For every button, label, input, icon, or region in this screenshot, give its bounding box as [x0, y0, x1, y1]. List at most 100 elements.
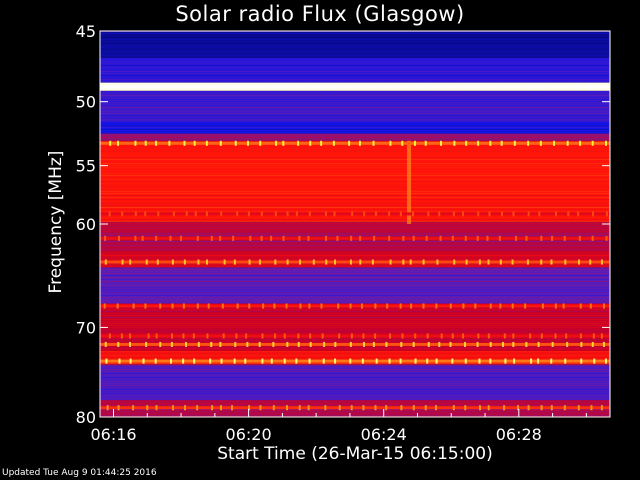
line-spike: [219, 140, 222, 146]
texture-row: [100, 283, 610, 284]
line-spike: [383, 84, 386, 90]
line-spike: [388, 235, 391, 241]
line-spike: [155, 235, 158, 241]
line-spike: [504, 358, 507, 364]
texture-row: [100, 299, 610, 300]
line-spike: [489, 303, 492, 309]
line-spike: [249, 235, 252, 241]
texture-row: [100, 269, 610, 270]
y-tick-label: 80: [76, 408, 96, 427]
texture-row: [100, 323, 610, 324]
line-spike: [144, 140, 147, 146]
line-spike: [172, 211, 175, 217]
line-spike: [540, 333, 543, 339]
texture-row: [100, 365, 610, 366]
line-spike: [489, 358, 492, 364]
line-spike: [180, 235, 183, 241]
line-spike: [207, 303, 210, 309]
texture-row: [100, 257, 610, 258]
line-spike: [144, 303, 147, 309]
line-spike: [320, 303, 323, 309]
texture-row: [100, 35, 610, 36]
texture-row: [100, 33, 610, 34]
line-spike: [427, 341, 430, 347]
texture-row: [100, 61, 610, 62]
line-spike: [129, 341, 132, 347]
line-spike: [539, 140, 542, 146]
line-spike: [210, 341, 213, 347]
texture-row: [100, 99, 610, 100]
line-spike: [540, 405, 543, 411]
line-spike: [502, 341, 505, 347]
line-spike: [589, 84, 592, 90]
line-spike: [117, 84, 120, 90]
line-spike: [220, 211, 223, 217]
line-spike: [461, 211, 464, 217]
line-spike: [564, 84, 567, 90]
line-spike: [453, 259, 456, 265]
line-spike: [170, 341, 173, 347]
y-tick-label: 60: [76, 215, 96, 234]
texture-row: [100, 219, 610, 220]
line-spike: [436, 259, 439, 265]
line-spike: [121, 211, 124, 217]
emission-line-4: [100, 260, 610, 264]
line-spike: [270, 235, 273, 241]
line-spike: [108, 211, 111, 217]
texture-row: [100, 241, 610, 242]
line-spike: [527, 211, 530, 217]
texture-row: [100, 277, 610, 278]
texture-row: [100, 227, 610, 228]
line-spike: [351, 211, 354, 217]
line-spike: [435, 84, 438, 90]
line-spike: [511, 303, 514, 309]
line-spike: [297, 341, 300, 347]
texture-row: [100, 411, 610, 412]
texture-row: [100, 231, 610, 232]
line-spike: [579, 140, 582, 146]
line-spike: [307, 235, 310, 241]
texture-row: [100, 195, 610, 196]
line-spike: [565, 333, 568, 339]
texture-row: [100, 221, 610, 222]
line-spike: [270, 358, 273, 364]
line-spike: [554, 303, 557, 309]
line-spike: [248, 405, 251, 411]
texture-row: [100, 145, 610, 146]
line-spike: [530, 358, 533, 364]
texture-row: [100, 137, 610, 138]
emission-line-2: [100, 212, 610, 216]
line-spike: [236, 211, 239, 217]
texture-row: [100, 103, 610, 104]
texture-row: [100, 311, 610, 312]
texture-row: [100, 59, 610, 60]
line-spike: [385, 405, 388, 411]
line-spike: [373, 235, 376, 241]
texture-row: [100, 273, 610, 274]
line-spike: [414, 358, 417, 364]
line-spike: [400, 405, 403, 411]
line-spike: [562, 303, 565, 309]
line-spike: [580, 358, 583, 364]
line-spike: [525, 235, 528, 241]
texture-row: [100, 375, 610, 376]
line-spike: [338, 333, 341, 339]
line-spike: [578, 235, 581, 241]
line-spike: [145, 341, 148, 347]
line-spike: [600, 259, 603, 265]
texture-row: [100, 203, 610, 204]
line-spike: [553, 140, 556, 146]
texture-row: [100, 321, 610, 322]
line-spike: [332, 140, 335, 146]
line-spike: [362, 405, 365, 411]
line-spike: [107, 84, 110, 90]
line-spike: [309, 341, 312, 347]
line-spike: [312, 84, 315, 90]
line-spike: [210, 235, 213, 241]
line-spike: [424, 405, 427, 411]
line-spike: [169, 358, 172, 364]
line-spike: [106, 405, 109, 411]
line-spike: [526, 259, 529, 265]
emission-line-0: [100, 85, 610, 89]
texture-row: [100, 255, 610, 256]
